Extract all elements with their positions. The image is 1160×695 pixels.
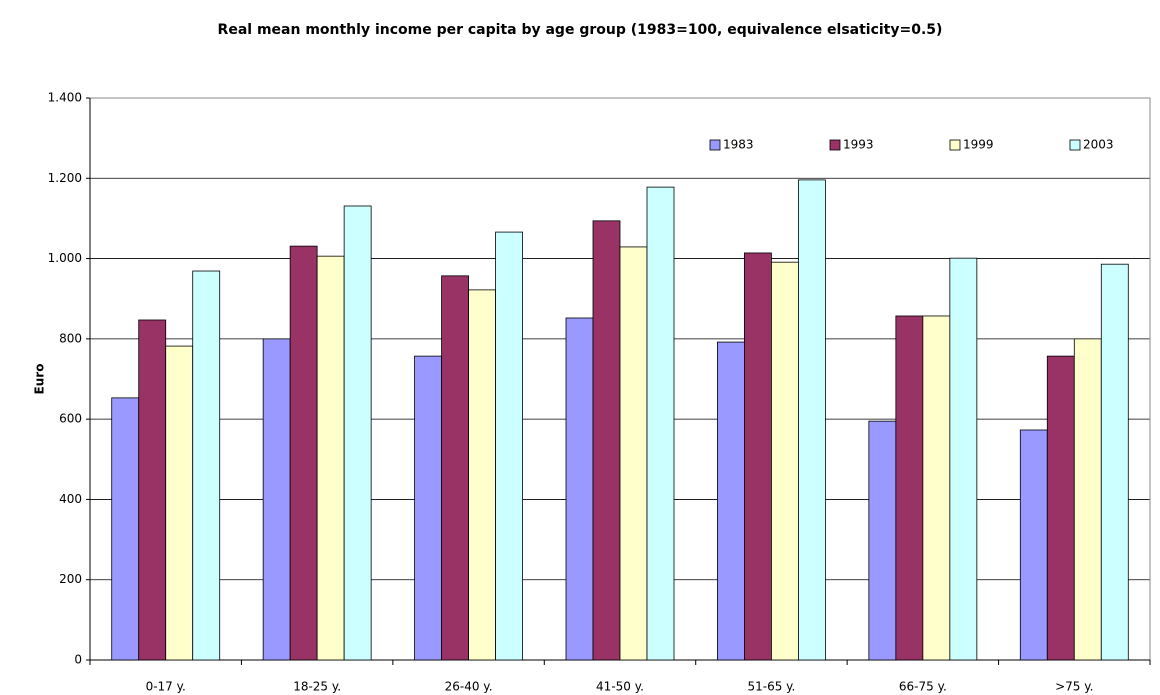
bar	[646, 186, 675, 661]
bar	[771, 261, 799, 661]
bar	[592, 220, 621, 661]
bar	[289, 245, 318, 661]
bar	[495, 231, 523, 661]
bar	[262, 338, 291, 661]
x-tick-label: 0-17 y.	[146, 680, 186, 694]
bar	[922, 315, 951, 661]
bar	[1046, 355, 1075, 661]
bar	[1073, 338, 1102, 661]
x-tick-label: >75 y.	[1055, 680, 1093, 694]
bar	[949, 257, 978, 661]
y-tick-label: 600	[59, 412, 82, 426]
bar	[468, 289, 496, 661]
y-tick-label: 800	[59, 331, 82, 345]
bar	[138, 319, 167, 661]
y-tick-label: 1.200	[48, 171, 82, 185]
bar	[414, 355, 442, 661]
bar	[619, 246, 648, 661]
x-tick-label: 66-75 y.	[899, 680, 947, 694]
bar	[441, 275, 469, 661]
legend-swatch	[1069, 139, 1081, 151]
legend-swatch	[709, 139, 721, 151]
legend-label: 2003	[1083, 138, 1114, 152]
x-tick-label: 41-50 y.	[596, 680, 644, 694]
bar	[895, 315, 924, 661]
bar	[343, 205, 372, 661]
y-tick-label: 0	[74, 653, 82, 667]
bar	[111, 397, 140, 661]
bar	[798, 179, 826, 661]
x-tick-label: 51-65 y.	[747, 680, 795, 694]
chart-title: Real mean monthly income per capita by a…	[218, 22, 943, 38]
bar	[868, 420, 897, 661]
bar	[1019, 429, 1048, 661]
y-tick-label: 1.000	[48, 251, 82, 265]
x-tick-label: 26-40 y.	[445, 680, 493, 694]
bar	[565, 317, 594, 661]
y-axis-label: Euro	[33, 364, 47, 395]
bar	[744, 252, 772, 661]
bar	[717, 341, 745, 661]
bar	[165, 345, 194, 661]
legend-swatch	[829, 139, 841, 151]
y-tick-label: 200	[59, 572, 82, 586]
bar	[192, 270, 221, 661]
legend-swatch	[949, 139, 961, 151]
y-tick-label: 400	[59, 492, 82, 506]
y-tick-label: 1.400	[48, 91, 82, 105]
legend-label: 1983	[723, 138, 754, 152]
legend-label: 1999	[963, 138, 994, 152]
legend-label: 1993	[843, 138, 874, 152]
bar	[316, 255, 345, 661]
bar	[1100, 263, 1129, 661]
x-tick-label: 18-25 y.	[293, 680, 341, 694]
